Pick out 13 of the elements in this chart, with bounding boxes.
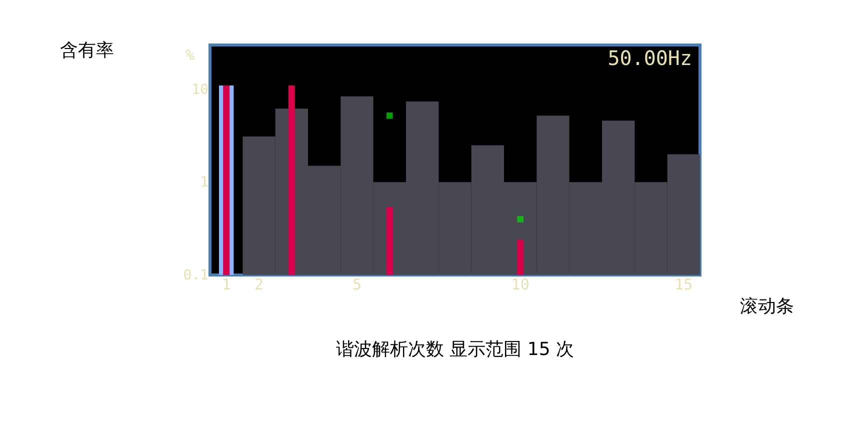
- text: 滚动条: [740, 296, 794, 317]
- y-axis-title: %: [185, 46, 195, 64]
- x-tick-label: 1: [222, 276, 231, 294]
- x-tick-label: 2: [254, 276, 264, 294]
- text: 含有率: [60, 40, 114, 61]
- y-tick-label: 0.1: [183, 268, 208, 284]
- y-tick-label: 1: [200, 174, 208, 191]
- text: 谐波解析次数 显示范围 15 次: [336, 339, 574, 360]
- annotation: 50.00Hz: [608, 46, 692, 70]
- y-tick-label: 10: [192, 82, 208, 98]
- x-tick-label: 10: [511, 276, 530, 294]
- x-tick-label: 15: [674, 276, 693, 294]
- x-tick-label: 5: [352, 276, 362, 294]
